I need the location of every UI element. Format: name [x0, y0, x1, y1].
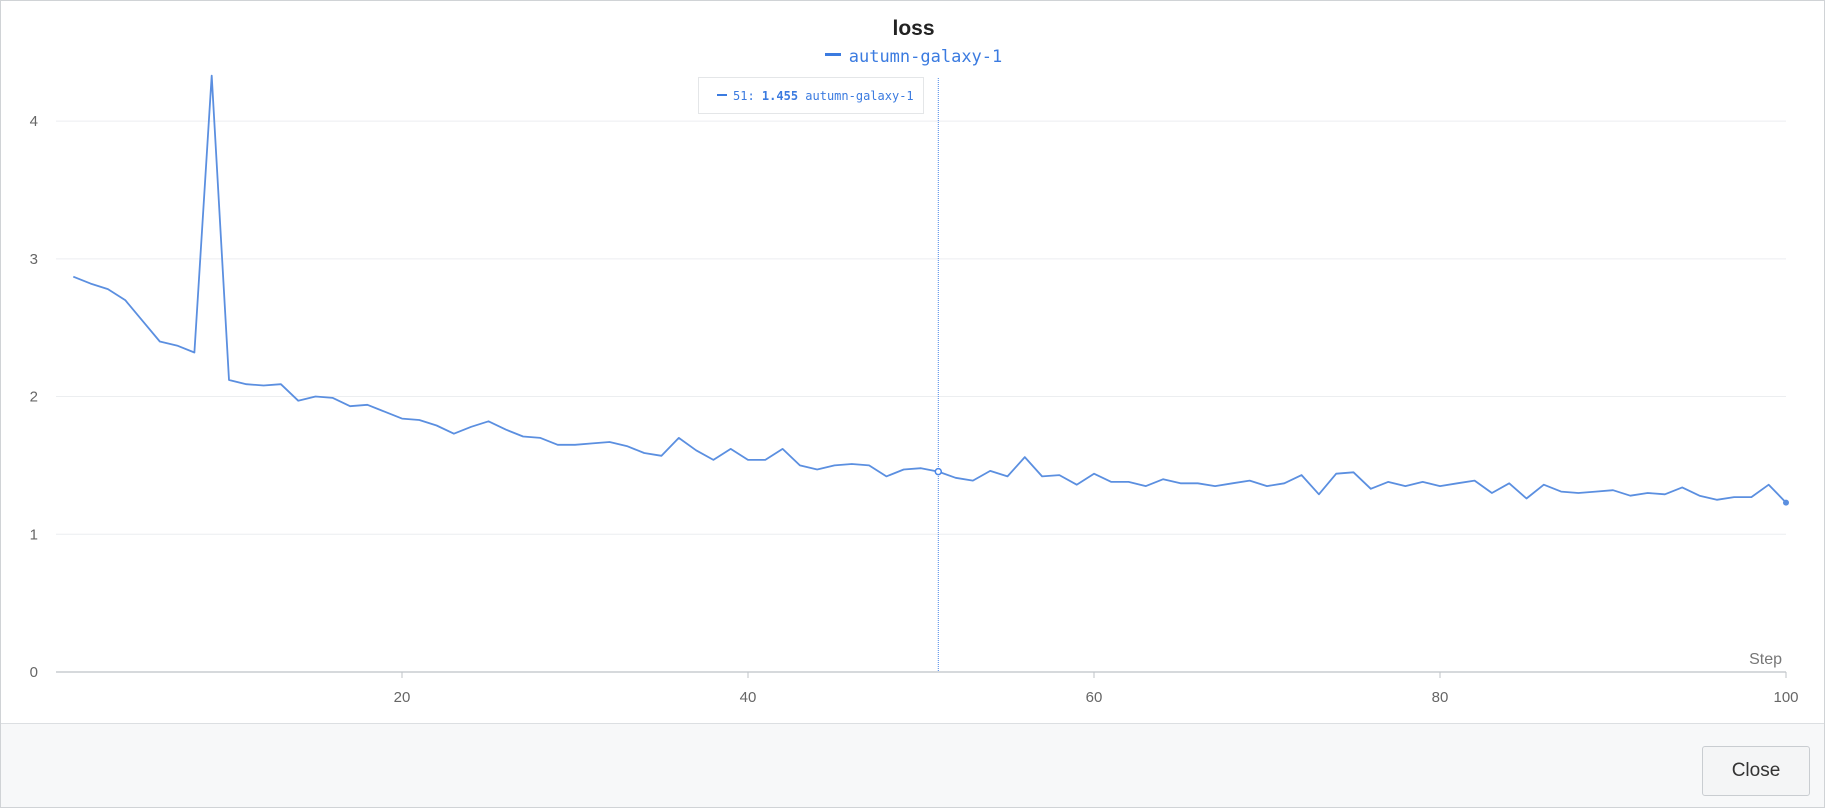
tooltip-swatch	[717, 93, 727, 96]
x-axis-title: Step	[1749, 651, 1782, 668]
hover-tooltip: 51: 1.455 autumn-galaxy-1	[698, 77, 924, 114]
legend-series-name: autumn-galaxy-1	[848, 47, 1003, 67]
y-tick-label-3: 3	[30, 251, 38, 268]
x-tick-label-4: 100	[1773, 689, 1798, 706]
series-line-0	[72, 74, 1787, 504]
y-tick-label-1: 1	[30, 526, 38, 543]
line-plot[interactable]: 0 1 2 3 4 20 40 60 80 100 Step	[1, 1, 1825, 723]
tooltip-run-name: autumn-galaxy-1	[805, 89, 914, 103]
tooltip-value: 1.455	[761, 89, 799, 103]
legend-swatch	[824, 52, 841, 56]
y-tick-label-0: 0	[30, 664, 38, 681]
chart-title: loss	[892, 17, 935, 40]
series-end-point-0	[1783, 499, 1789, 506]
y-tick-label-2: 2	[30, 389, 38, 406]
x-tick-label-3: 80	[1432, 689, 1449, 706]
x-tick-label-0: 20	[394, 689, 411, 706]
y-tick-label-4: 4	[30, 113, 38, 130]
chart-legend[interactable]: autumn-galaxy-1	[1, 47, 1824, 67]
x-tick-label-2: 60	[1086, 689, 1103, 706]
chart-panel: loss autumn-galaxy-1 0 1 2 3 4 20 40 60 80 100 Ste…	[1, 1, 1825, 723]
close-button[interactable]: Close	[1702, 746, 1810, 796]
hover-point	[934, 467, 943, 476]
x-tick-label-1: 40	[740, 689, 757, 706]
tooltip-step: 51:	[733, 89, 755, 103]
modal-footer: Close	[1, 723, 1824, 807]
